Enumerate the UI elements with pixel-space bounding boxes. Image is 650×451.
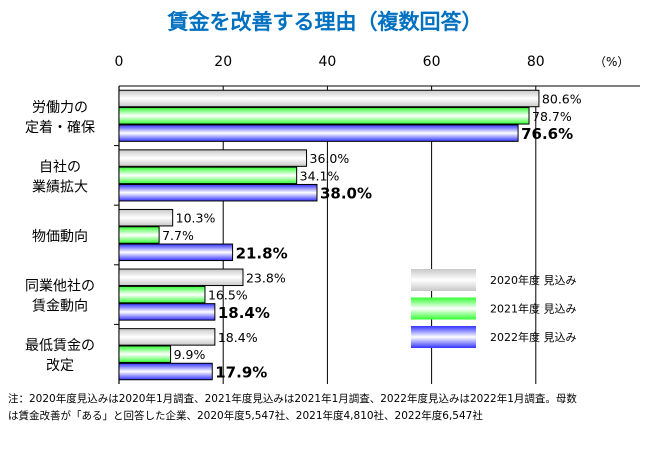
bar [118, 285, 206, 304]
bar [118, 208, 174, 227]
legend-swatch [411, 269, 476, 291]
data-label: 9.9% [174, 347, 206, 362]
bar [118, 303, 216, 321]
data-label: 80.6% [542, 92, 582, 107]
category-label: 労働力の [32, 100, 88, 116]
category-label: 最低賃金の [25, 338, 95, 354]
data-label: 16.5% [208, 288, 248, 303]
bar [118, 124, 519, 142]
bar [118, 328, 216, 346]
bar [118, 362, 213, 381]
x-tick-label: 40 [318, 54, 336, 70]
data-label: 21.8% [236, 244, 288, 262]
data-label: 10.3% [176, 211, 216, 226]
bar [118, 268, 244, 287]
legend-label: 2021年度 見込み [490, 302, 577, 316]
data-label: 23.8% [246, 270, 286, 285]
data-label: 36.0% [310, 151, 350, 166]
bar [118, 226, 160, 244]
category-label: 同業他社の [25, 279, 95, 295]
data-label: 38.0% [320, 185, 372, 203]
footnote-line-1: 注：2020年度見込みは2020年1月調査、2021年度見込みは2021年1月調… [8, 393, 577, 405]
data-label: 78.7% [532, 109, 572, 124]
x-tick-label: 0 [115, 54, 124, 70]
chart-footnote: 注：2020年度見込みは2020年1月調査、2021年度見込みは2021年1月調… [8, 391, 644, 425]
data-label: 76.6% [521, 125, 573, 143]
legend-swatch [411, 297, 476, 320]
bar [118, 243, 234, 262]
data-label: 18.4% [218, 330, 258, 345]
data-label: 7.7% [162, 228, 194, 243]
bar [118, 89, 540, 108]
data-label: 17.9% [215, 364, 267, 382]
bar [118, 345, 172, 363]
chart-title: 賃金を改善する理由（複数回答） [167, 10, 483, 34]
x-tick-label: 80 [527, 54, 545, 70]
category-label: 物価動向 [32, 229, 88, 245]
category-label: 自社の [39, 159, 81, 175]
category-label: 業績拡大 [32, 179, 88, 195]
legend-label: 2020年度 見込み [490, 273, 577, 287]
data-label: 34.1% [300, 168, 340, 183]
category-label: 定着・確保 [25, 120, 95, 136]
unit-label: （%） [594, 55, 629, 69]
legend-label: 2022年度 見込み [490, 330, 577, 344]
data-label: 18.4% [218, 304, 270, 322]
legend-swatch [411, 326, 476, 348]
bar [118, 107, 530, 125]
footnote-line-2: は賃金改善が「ある」と回答した企業、2020年度5,547社、2021年度4,8… [8, 410, 483, 422]
bar [118, 149, 308, 167]
x-tick-label: 20 [214, 54, 232, 70]
category-label: 賃金動向 [32, 299, 88, 315]
bar [118, 166, 298, 185]
category-label: 改定 [46, 358, 74, 374]
bar [118, 183, 318, 202]
x-tick-label: 60 [423, 54, 441, 70]
